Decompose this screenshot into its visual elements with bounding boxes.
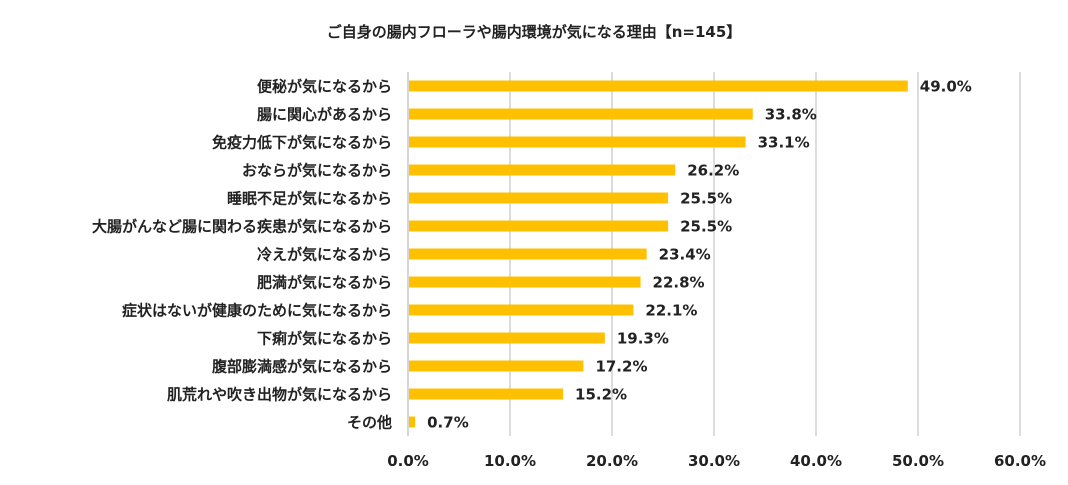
data-label: 26.2%	[687, 162, 739, 180]
x-tick-label: 50.0%	[892, 452, 944, 470]
category-label: 症状はないが健康のために気になるから	[122, 302, 392, 320]
bar	[409, 248, 647, 260]
data-label: 23.4%	[659, 246, 711, 264]
category-label: おならが気になるから	[242, 162, 392, 180]
category-label: 腸に関心があるから	[257, 106, 392, 124]
chart-title: ご自身の腸内フローラや腸内環境が気になる理由【n=145】	[327, 23, 742, 41]
data-label: 19.3%	[617, 330, 669, 348]
category-label: 冷えが気になるから	[257, 246, 392, 264]
x-tick-label: 10.0%	[484, 452, 536, 470]
bar	[409, 136, 746, 148]
category-label: 便秘が気になるから	[257, 78, 392, 96]
category-label: 睡眠不足が気になるから	[227, 190, 392, 208]
x-tick-label: 30.0%	[688, 452, 740, 470]
data-label: 25.5%	[680, 190, 732, 208]
x-tick-label: 20.0%	[586, 452, 638, 470]
bar	[409, 164, 676, 176]
bar	[409, 388, 564, 400]
labels: 0.0% 10.0% 20.0% 30.0% 40.0% 50.0% 60.0% 便秘が気にな…	[92, 78, 1046, 471]
data-label: 22.1%	[645, 302, 697, 320]
bars	[409, 80, 908, 428]
category-label: 大腸がんなど腸に関わる疾患が気になるから	[92, 218, 392, 236]
data-label: 25.5%	[680, 218, 732, 236]
data-label: 17.2%	[595, 358, 647, 376]
x-tick-label: 40.0%	[790, 452, 842, 470]
data-label: 22.8%	[653, 274, 705, 292]
category-label: 肥満が気になるから	[257, 274, 392, 292]
bar	[409, 416, 416, 428]
data-label: 49.0%	[920, 78, 972, 96]
category-label: その他	[347, 414, 392, 432]
data-label: 15.2%	[575, 386, 627, 404]
bar	[409, 304, 634, 316]
bar	[409, 276, 641, 288]
x-tick-label: 60.0%	[994, 452, 1046, 470]
bar	[409, 108, 753, 120]
bar	[409, 220, 669, 232]
data-label: 0.7%	[427, 414, 469, 432]
category-label: 肌荒れや吹き出物が気になるから	[167, 386, 392, 404]
bar	[409, 80, 908, 92]
x-tick-label: 0.0%	[387, 452, 429, 470]
category-label: 免疫力低下が気になるから	[212, 134, 392, 152]
bar	[409, 360, 584, 372]
bar	[409, 332, 605, 344]
category-label: 腹部膨満感が気になるから	[212, 358, 392, 376]
data-label: 33.1%	[758, 134, 810, 152]
data-label: 33.8%	[765, 106, 817, 124]
category-label: 下痢が気になるから	[257, 330, 392, 348]
bar	[409, 192, 669, 204]
